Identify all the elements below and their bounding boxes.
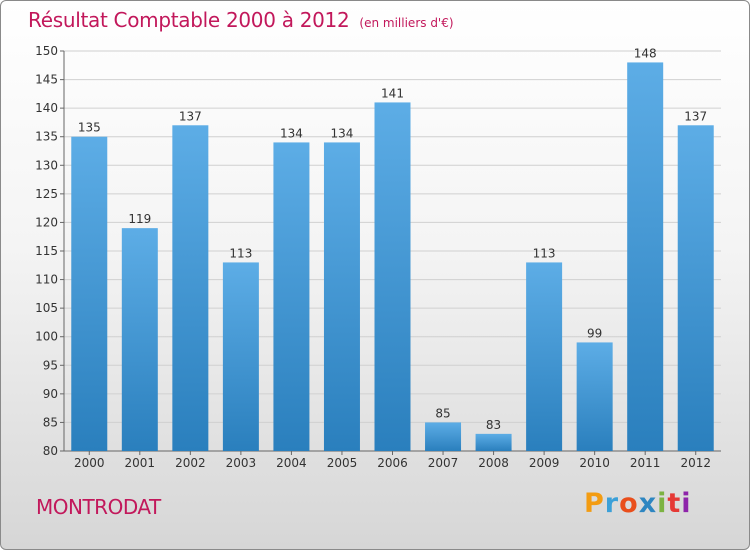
y-tick-label: 95 — [43, 358, 58, 372]
y-tick-label: 135 — [35, 130, 58, 144]
y-tick-label: 90 — [43, 387, 58, 401]
logo-letter: x — [638, 488, 658, 519]
bar — [576, 342, 613, 451]
x-tick-label: 2001 — [125, 456, 156, 470]
bar-value-label: 83 — [486, 418, 501, 432]
y-tick-label: 105 — [35, 301, 58, 315]
x-tick-label: 2008 — [478, 456, 509, 470]
chart-title: Résultat Comptable 2000 à 2012 — [28, 8, 350, 32]
x-tick-label: 2011 — [630, 456, 661, 470]
bar — [273, 142, 310, 451]
x-tick-label: 2007 — [428, 456, 459, 470]
y-tick-label: 110 — [35, 273, 58, 287]
bar-value-label: 148 — [634, 46, 657, 60]
x-tick-label: 2005 — [327, 456, 358, 470]
bar-value-label: 134 — [280, 126, 303, 140]
bar-value-label: 137 — [684, 109, 707, 123]
x-tick-label: 2012 — [680, 456, 711, 470]
bar-value-label: 119 — [128, 212, 151, 226]
logo-letter: i — [681, 488, 692, 519]
y-tick-label: 130 — [35, 158, 58, 172]
chart-title-block: Résultat Comptable 2000 à 2012 (en millie… — [28, 8, 454, 32]
x-tick-label: 2003 — [226, 456, 257, 470]
bar — [323, 142, 360, 451]
x-tick-label: 2006 — [377, 456, 408, 470]
bar-value-label: 113 — [229, 246, 252, 260]
chart-unit: (en milliers d'€) — [359, 16, 454, 30]
bar-value-label: 85 — [435, 406, 450, 420]
x-tick-label: 2004 — [276, 456, 307, 470]
logo-letter: i — [657, 488, 668, 519]
y-tick-label: 145 — [35, 73, 58, 87]
commune-name: MONTRODAT — [36, 495, 161, 519]
bar-value-label: 137 — [179, 109, 202, 123]
bar — [475, 433, 512, 451]
y-tick-label: 100 — [35, 330, 58, 344]
x-tick-label: 2009 — [529, 456, 560, 470]
bar — [425, 422, 462, 451]
logo-letter: o — [619, 488, 639, 519]
y-tick-label: 115 — [35, 244, 58, 258]
bar-value-label: 99 — [587, 326, 602, 340]
x-tick-label: 2000 — [74, 456, 105, 470]
x-tick-label: 2010 — [579, 456, 610, 470]
y-tick-label: 150 — [35, 44, 58, 58]
bar — [374, 102, 411, 451]
logo-letter: t — [667, 488, 682, 519]
bar — [172, 125, 209, 452]
bar — [71, 136, 108, 451]
bar-value-label: 135 — [78, 121, 101, 135]
bar — [627, 62, 664, 452]
bar — [121, 228, 158, 451]
bar-value-label: 134 — [331, 126, 354, 140]
logo-letter: r — [604, 488, 620, 519]
x-tick-label: 2002 — [175, 456, 206, 470]
y-tick-label: 80 — [43, 444, 58, 458]
bar — [526, 262, 563, 451]
y-tick-label: 125 — [35, 187, 58, 201]
bar — [222, 262, 259, 451]
proxiti-logo: Proxiti — [584, 488, 692, 519]
y-tick-label: 85 — [43, 415, 58, 429]
bar-value-label: 113 — [533, 246, 556, 260]
bar — [677, 125, 714, 452]
bar-layer — [71, 62, 714, 452]
y-tick-label: 120 — [35, 215, 58, 229]
bar-value-label: 141 — [381, 86, 404, 100]
logo-letter: P — [584, 488, 605, 519]
y-tick-label: 140 — [35, 101, 58, 115]
label-layer: 135 119 137 113 134 134 141 85 83 113 99 148 137 — [78, 46, 707, 431]
